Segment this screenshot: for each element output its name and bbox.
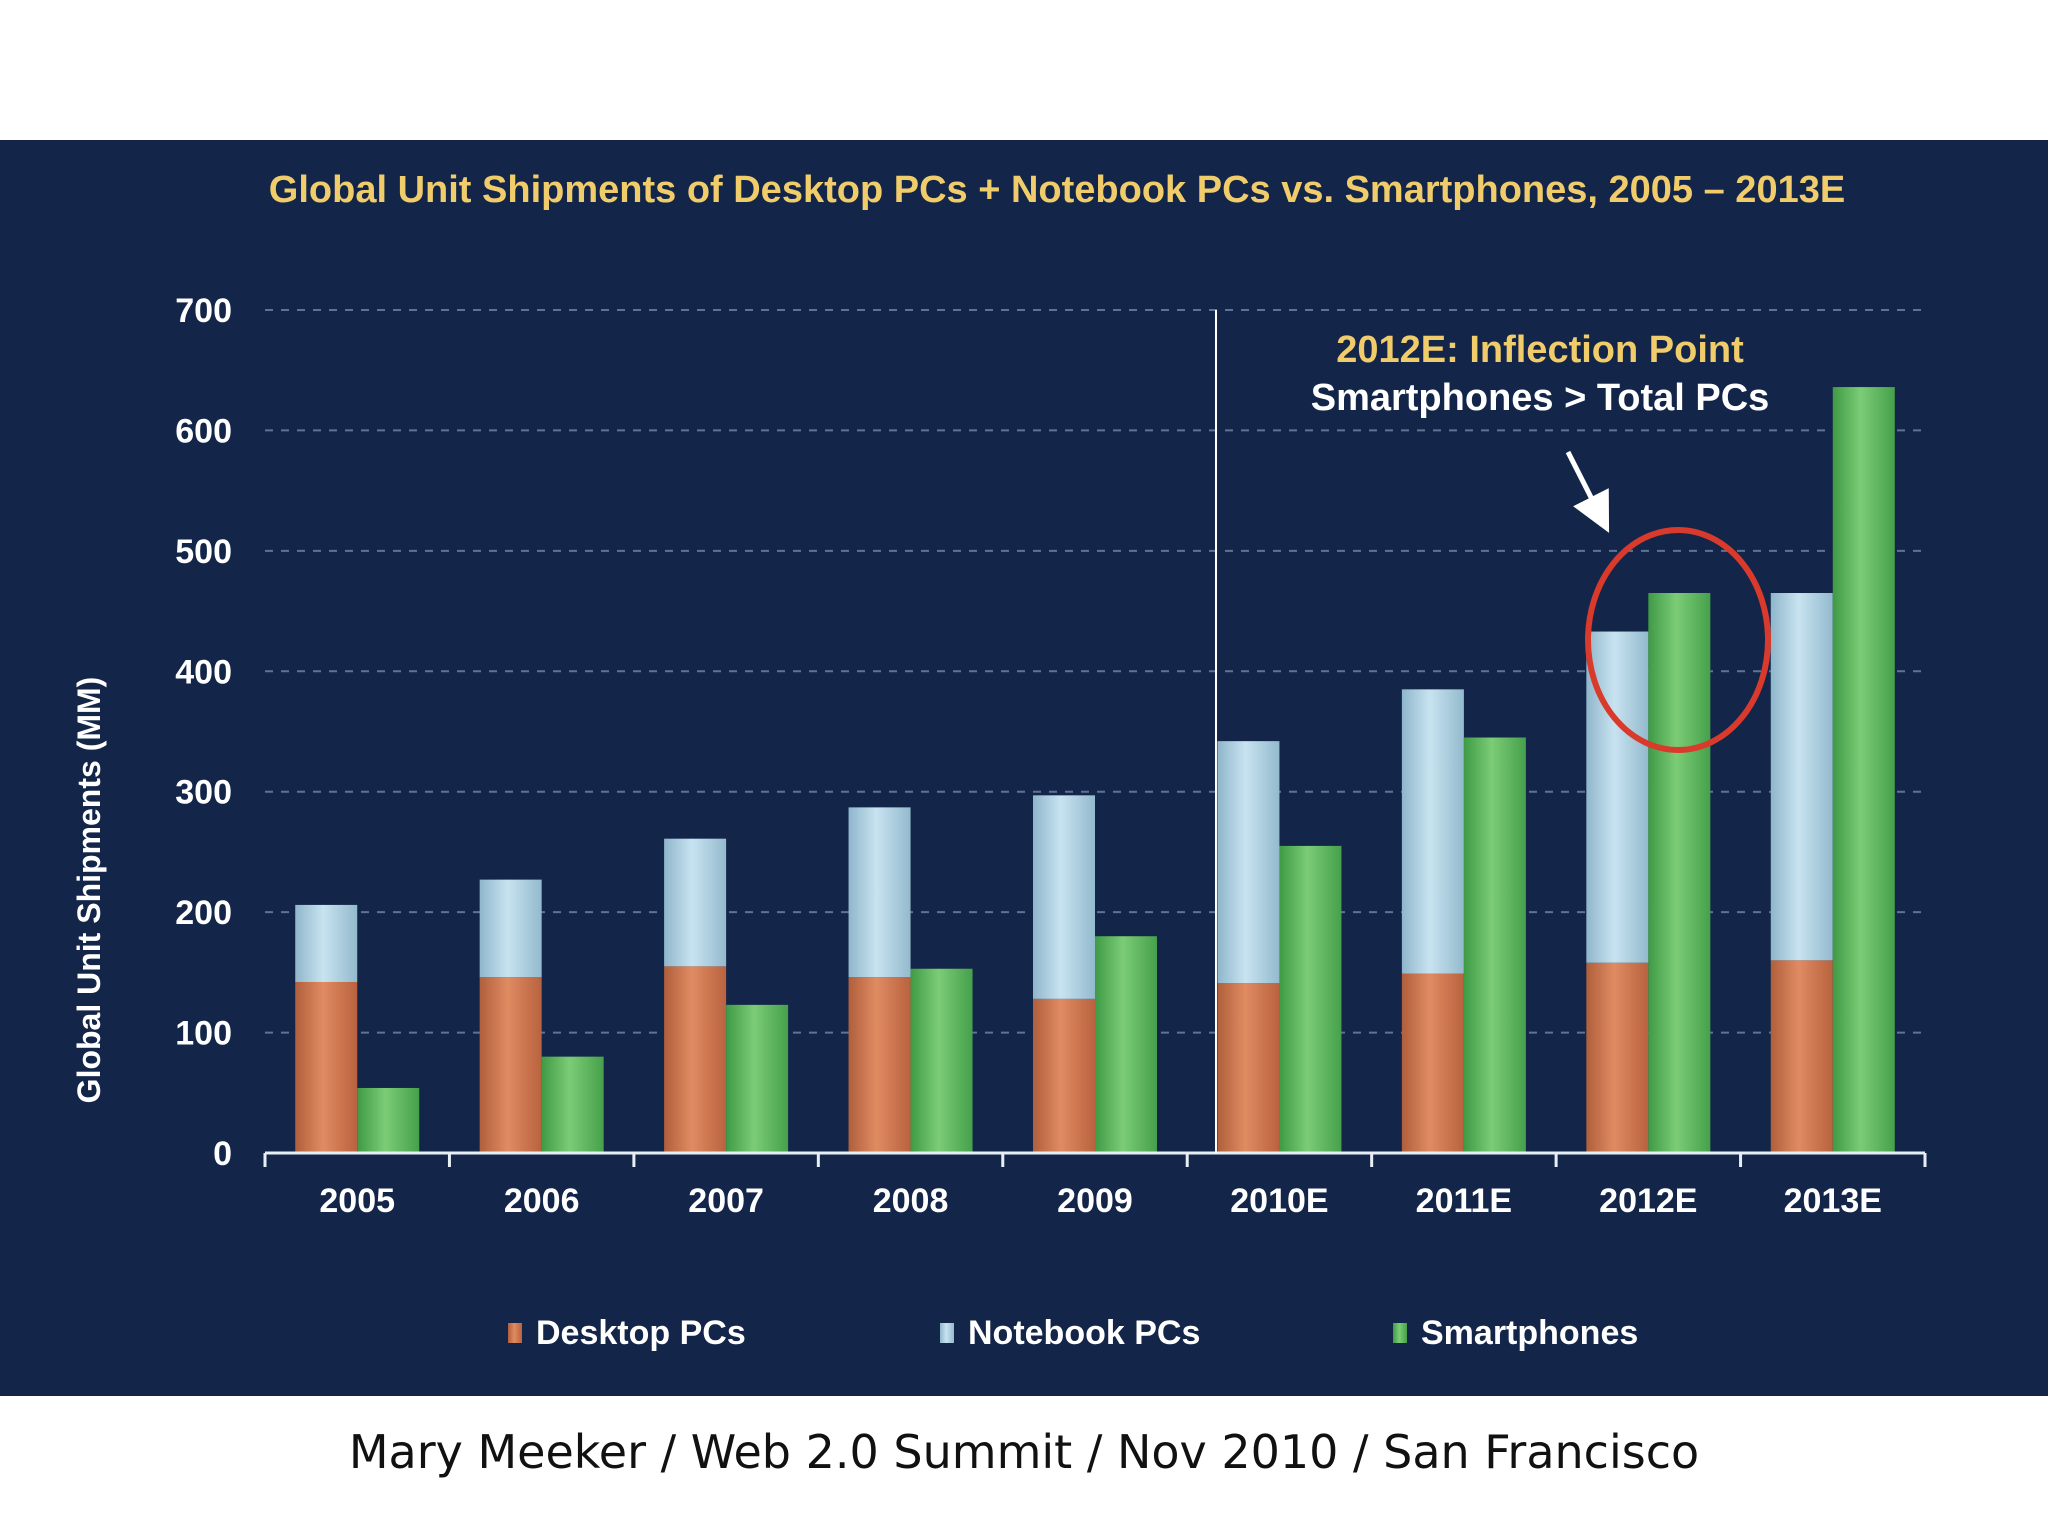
chart-title: Global Unit Shipments of Desktop PCs + N… — [269, 169, 1845, 211]
x-tick-label: 2012E — [1599, 1182, 1697, 1220]
desktop-bar — [848, 977, 911, 1153]
y-tick-label: 500 — [175, 533, 232, 571]
y-tick-label: 400 — [175, 653, 232, 691]
legend-desktop-label: Desktop PCs — [536, 1314, 746, 1352]
chart-panel: Global Unit Shipments of Desktop PCs + N… — [0, 140, 2048, 1396]
x-axis-ticks: 2005 2006 2007 2008 2009 2010E 2011E 2012E 2013E — [263, 1151, 1927, 1220]
x-tick-label: 2007 — [688, 1182, 764, 1220]
notebook-bar — [1770, 593, 1833, 961]
desktop-bar — [1770, 960, 1833, 1153]
annotation-title: 2012E: Inflection Point — [1336, 329, 1744, 371]
desktop-bar — [1401, 973, 1464, 1153]
x-tick-label: 2013E — [1784, 1182, 1882, 1220]
annotation-subtitle: Smartphones > Total PCs — [1311, 377, 1770, 419]
notebook-bar — [1033, 795, 1095, 999]
x-tick-label: 2011E — [1416, 1182, 1512, 1220]
smartphone-bar — [1095, 936, 1157, 1153]
x-tick-label: 2010E — [1230, 1182, 1328, 1220]
desktop-bar — [1586, 962, 1649, 1153]
x-tick-label: 2009 — [1057, 1182, 1133, 1220]
y-tick-label: 200 — [175, 894, 232, 932]
legend: Desktop PCs Notebook PCs Smartphones — [508, 1314, 1638, 1352]
y-axis-label: Global Unit Shipments (MM) — [71, 677, 107, 1104]
bar-chart: Global Unit Shipments of Desktop PCs + N… — [71, 169, 1927, 1352]
desktop-bar — [295, 981, 358, 1153]
notebook-bar — [479, 879, 542, 978]
smartphone-bar — [1648, 593, 1711, 1153]
legend-notebook-label: Notebook PCs — [968, 1314, 1200, 1352]
notebook-bar — [295, 904, 358, 982]
x-tick-label: 2006 — [504, 1182, 580, 1220]
smartphone-bar — [726, 1004, 789, 1153]
smartphone-bar — [357, 1087, 420, 1153]
annotation-arrow-icon — [1565, 450, 1610, 533]
smartphone-bar — [1279, 845, 1342, 1153]
desktop-bar — [1033, 998, 1095, 1153]
legend-notebook-swatch — [940, 1323, 954, 1343]
y-tick-label: 600 — [175, 412, 232, 450]
y-tick-label: 0 — [213, 1135, 232, 1173]
smartphone-bar — [1463, 737, 1526, 1153]
desktop-bar — [664, 966, 727, 1153]
notebook-bar — [664, 838, 727, 967]
smartphone-bar — [1832, 387, 1895, 1153]
legend-smartphones-swatch — [1393, 1323, 1407, 1343]
desktop-bar — [1217, 983, 1280, 1153]
x-tick-label: 2005 — [319, 1182, 395, 1220]
smartphone-bar — [541, 1056, 604, 1153]
y-tick-label: 100 — [175, 1015, 232, 1053]
y-axis-ticks: 0 100 200 300 400 500 600 700 — [175, 292, 232, 1173]
x-tick-label: 2008 — [873, 1182, 949, 1220]
legend-smartphones-label: Smartphones — [1421, 1314, 1638, 1352]
legend-desktop-swatch — [508, 1323, 522, 1343]
smartphone-bar — [910, 968, 973, 1153]
bars — [295, 387, 1895, 1153]
highlight-circle-icon — [1585, 527, 1771, 753]
notebook-bar — [1217, 741, 1280, 984]
desktop-bar — [479, 977, 542, 1153]
y-tick-label: 700 — [175, 292, 232, 330]
notebook-bar — [848, 807, 911, 978]
y-tick-label: 300 — [175, 774, 232, 812]
notebook-bar — [1401, 689, 1464, 974]
footer-caption: Mary Meeker / Web 2.0 Summit / Nov 2010 … — [348, 1425, 1700, 1479]
